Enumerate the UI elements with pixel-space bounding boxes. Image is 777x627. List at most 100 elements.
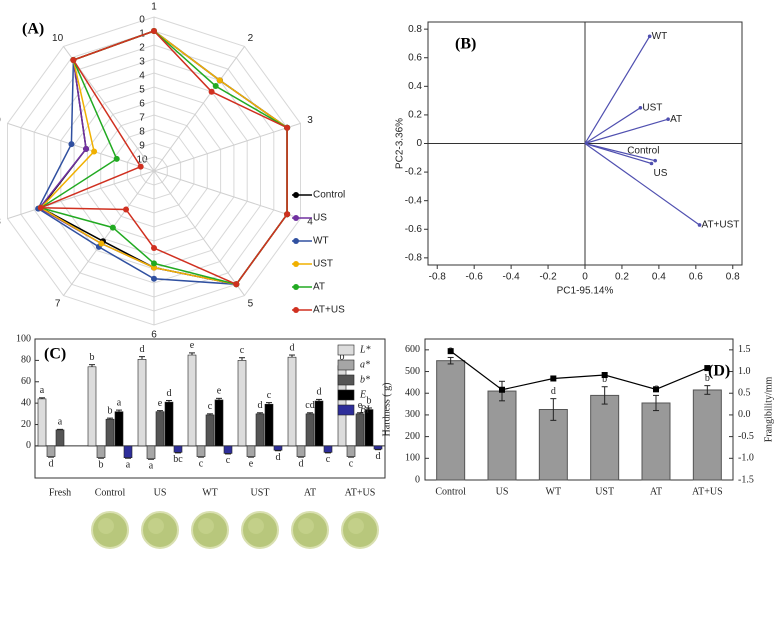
bar-line: 0 100 200 300 400 500 600 -1.5 -1.0 -0.5 0.0 0.5 1.0…: [381, 338, 774, 497]
significance-letter: a: [117, 397, 122, 408]
y-tick-label: 60: [21, 376, 31, 387]
significance-letter: e: [190, 340, 195, 351]
series-marker: [98, 240, 105, 247]
plot-frame: [34, 338, 386, 479]
panel-label: (B): [455, 36, 476, 53]
r-tick-label: 4: [139, 71, 145, 82]
bar: [155, 411, 165, 447]
bar: [105, 418, 115, 447]
vector-label: AT+UST: [702, 220, 740, 231]
y-axis-title: Hardness ( g): [381, 383, 392, 437]
bar: [314, 400, 324, 447]
frangibility-marker: [601, 372, 608, 379]
legend-swatch: [337, 389, 355, 401]
frangibility-marker: [447, 348, 454, 355]
series-marker: [151, 260, 157, 267]
series-marker: [151, 275, 157, 282]
bar: [287, 356, 297, 447]
frangibility-marker: [550, 375, 557, 382]
significance-letter: a: [149, 461, 154, 472]
x-axis-title: PC1-95.14%: [557, 286, 614, 297]
y2-axis-title: Frangibility/mm: [763, 377, 774, 443]
bar: [436, 360, 466, 481]
series-marker: [91, 148, 98, 155]
bar: [487, 390, 517, 481]
x-tick-label: WT: [202, 487, 218, 498]
loading-vector: [584, 118, 669, 145]
significance-letter: d: [299, 458, 304, 469]
spoke: [153, 122, 301, 172]
legend-label: WT: [313, 236, 329, 247]
axis-label: 10: [52, 33, 64, 44]
y-tick-label: 20: [21, 419, 31, 430]
x-tick-label: AT: [650, 486, 662, 497]
bar: [173, 445, 183, 453]
r-tick-label: 7: [139, 113, 145, 124]
significance-letter: d: [140, 344, 145, 355]
x-tick-label: US: [154, 487, 167, 498]
bar: [146, 445, 156, 460]
r-tick-label: 10: [136, 155, 148, 166]
bar: [323, 445, 333, 453]
significance-letter: bc: [173, 454, 183, 465]
significance-letter: c: [267, 390, 272, 401]
y-tick-label: 0.4: [408, 81, 422, 92]
significance-letter: c: [226, 455, 231, 466]
significance-letter: a: [40, 385, 45, 396]
significance-letter: e: [158, 398, 163, 409]
spoke: [63, 170, 155, 296]
x-tick-label: AT: [304, 487, 316, 498]
y2-tick-label: -1.5: [738, 474, 754, 485]
vector-tip: [649, 161, 654, 166]
series-marker: [284, 211, 291, 218]
series-marker: [151, 28, 157, 34]
frangibility-marker: [499, 386, 505, 393]
bar: [123, 445, 133, 458]
sample-photo-texture: [348, 518, 364, 534]
loading-vector: [584, 107, 641, 145]
bar: [46, 445, 56, 457]
spoke: [7, 122, 155, 172]
r-tick-label: 8: [139, 127, 145, 138]
series-marker: [151, 245, 157, 251]
y-tick-label: 500: [405, 366, 420, 377]
bar: [96, 445, 106, 458]
series-marker: [123, 206, 130, 213]
frangibility-marker: [653, 386, 659, 393]
x-tick-label: -0.4: [503, 272, 521, 283]
spoke: [153, 46, 245, 172]
series-marker: [68, 141, 75, 148]
x-tick-label: Control: [435, 486, 466, 497]
axis-label: 4: [307, 216, 313, 227]
r-tick-label: 2: [139, 43, 145, 54]
bar: [114, 411, 124, 447]
x-tick-label: 0: [582, 272, 588, 283]
sample-photo-texture: [198, 518, 214, 534]
x-tick-label: AT+US: [692, 486, 723, 497]
vector-tip: [666, 117, 670, 121]
grouped-bar: 020406080100FreshadaControlbbbaaUSdaedbc…: [16, 333, 386, 549]
bar: [346, 445, 356, 457]
series-marker: [151, 264, 157, 271]
panel-label: (C): [44, 346, 66, 363]
series-marker: [212, 83, 219, 90]
legend-marker: [293, 261, 299, 267]
legend-label: b*: [360, 374, 370, 385]
y2-tick-label: 1.5: [738, 344, 751, 355]
axis-label: 2: [248, 33, 254, 44]
axis-label: 5: [248, 298, 254, 309]
bar: [305, 413, 315, 447]
legend-marker: [293, 307, 299, 313]
x-tick-label: -0.8: [429, 272, 447, 283]
loading-vector: [584, 142, 652, 165]
vector-label: UST: [642, 102, 662, 113]
y-tick-label: 0.8: [408, 24, 422, 35]
series-marker: [233, 281, 240, 288]
significance-letter: a: [58, 417, 63, 428]
significance-letter: cd: [305, 400, 314, 411]
loading-vector: [584, 35, 651, 144]
legend-label: Control: [313, 190, 345, 201]
significance-letter: c: [326, 454, 331, 465]
y-tick-label: 0: [416, 138, 422, 149]
